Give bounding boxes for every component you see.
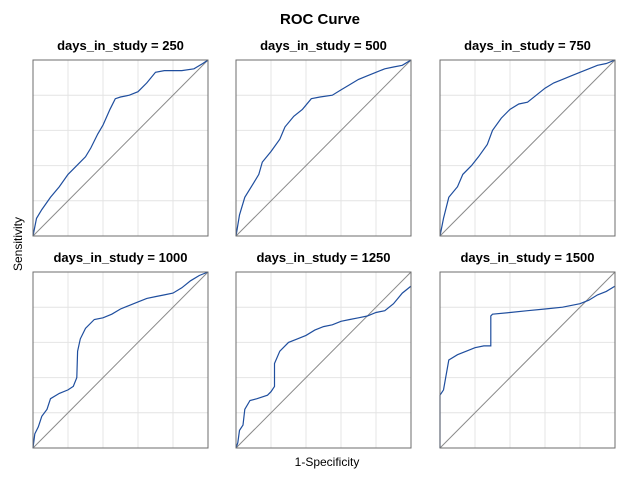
roc-curve [439,285,616,448]
roc-panel: days_in_study = 500 [235,38,412,237]
roc-curve [439,59,616,237]
reference-diagonal [439,59,616,237]
roc-curve [235,285,412,449]
x-axis-label: 1-Specificity [295,455,360,469]
plot-border [32,59,209,237]
roc-panel: days_in_study = 1000 [32,250,209,449]
roc-curve [32,59,209,237]
reference-diagonal [235,59,412,237]
roc-panel: days_in_study = 750 [439,38,616,237]
panel-title: days_in_study = 500 [260,38,387,53]
reference-diagonal [32,59,209,237]
roc-curve [32,271,209,449]
reference-diagonal [32,271,209,449]
panel-title: days_in_study = 250 [57,38,184,53]
roc-panel: days_in_study = 1500 [439,250,616,449]
reference-diagonal [235,271,412,449]
plot-border [235,59,412,237]
panel-title: days_in_study = 1000 [53,250,187,265]
roc-panel: days_in_study = 1250 [235,250,412,449]
roc-panel: days_in_study = 250 [32,38,209,237]
panel-title: days_in_study = 1500 [460,250,594,265]
plot-border [32,271,209,449]
panel-grid: days_in_study = 250 days_in_study = 500 da… [32,38,616,449]
y-axis-label: Sensitivity [11,217,25,271]
panel-title: days_in_study = 1250 [256,250,390,265]
plot-border [439,59,616,237]
plot-border [235,271,412,449]
roc-curve [235,59,412,237]
chart-title: ROC Curve [280,11,360,28]
plot-border [439,271,616,449]
panel-title: days_in_study = 750 [464,38,591,53]
